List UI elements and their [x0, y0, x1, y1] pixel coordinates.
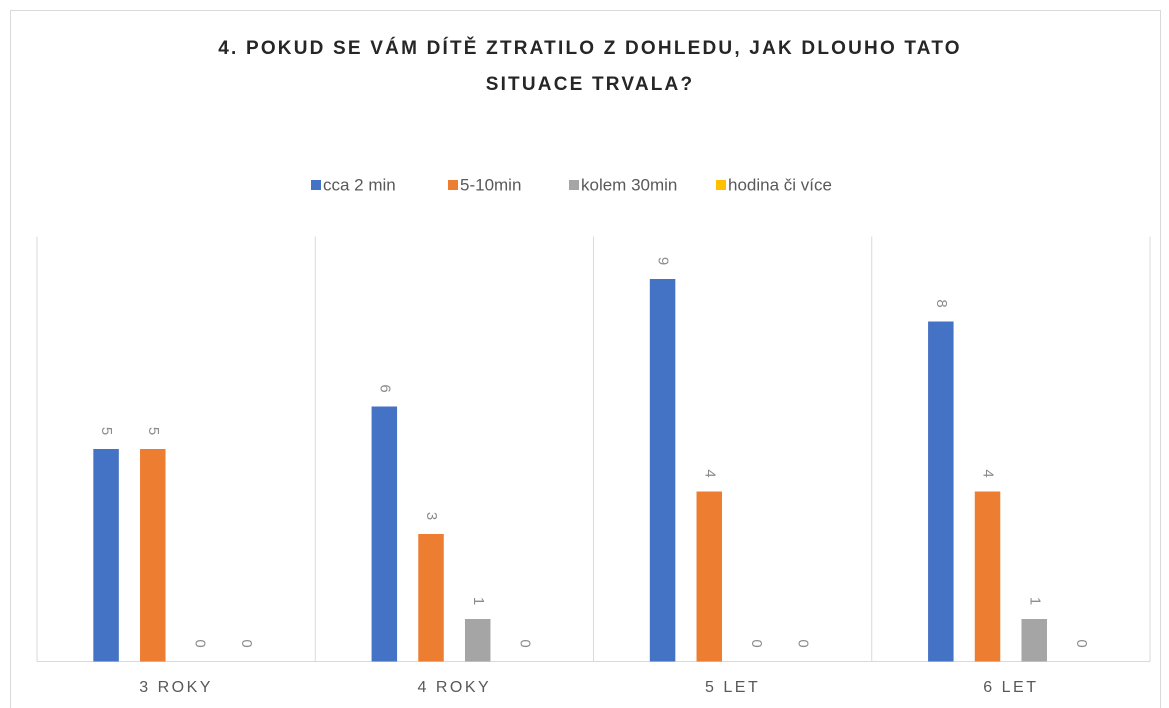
x-tick-label: 6 LET: [983, 679, 1038, 696]
data-label: 0: [192, 639, 209, 647]
legend-label: cca 2 min: [323, 175, 396, 194]
data-label: 4: [701, 469, 718, 477]
chart-border: [10, 10, 1161, 708]
bar: [974, 491, 1001, 662]
bar: [418, 534, 444, 662]
data-label: 1: [1026, 597, 1043, 605]
data-label: 3: [423, 512, 440, 520]
data-label: 1: [470, 597, 487, 605]
x-tick-label: 4 ROKY: [418, 679, 492, 696]
data-label: 5: [145, 427, 162, 435]
bar: [1021, 619, 1047, 662]
data-label: 0: [795, 639, 812, 647]
bar: [928, 321, 954, 662]
legend-label: kolem 30min: [581, 175, 677, 194]
chart-title: 4. POKUD SE VÁM DÍTĚ ZTRATILO Z DOHLEDU,…: [218, 37, 962, 59]
legend-swatch: [448, 180, 458, 190]
bar: [464, 619, 491, 662]
bar: [371, 406, 398, 662]
bar: [140, 449, 166, 662]
x-tick-label: 5 LET: [705, 679, 760, 696]
data-label: 0: [516, 639, 533, 647]
legend-swatch: [569, 180, 579, 190]
bar: [696, 491, 723, 662]
bar: [649, 279, 676, 662]
legend-swatch: [716, 180, 726, 190]
legend-swatch: [311, 180, 321, 190]
data-label: 0: [238, 639, 255, 647]
chart-title: SITUACE TRVALA?: [486, 74, 695, 95]
legend-label: 5-10min: [460, 175, 521, 194]
bar: [93, 449, 119, 662]
data-label: 0: [1073, 639, 1090, 647]
data-label: 0: [748, 639, 765, 647]
x-tick-label: 3 ROKY: [139, 679, 213, 696]
data-label: 9: [655, 257, 672, 265]
data-label: 5: [98, 427, 115, 435]
data-label: 4: [980, 469, 997, 477]
legend-label: hodina či více: [728, 175, 832, 194]
data-label: 6: [376, 384, 393, 392]
data-label: 8: [933, 299, 950, 307]
